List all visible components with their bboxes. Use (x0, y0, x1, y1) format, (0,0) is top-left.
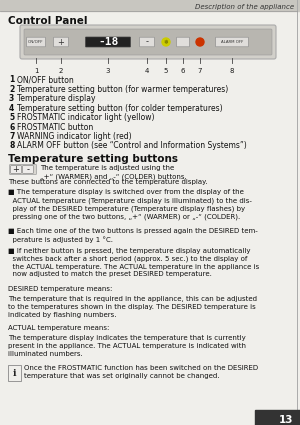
FancyBboxPatch shape (10, 164, 36, 174)
Text: 2: 2 (59, 68, 63, 74)
Text: ALARM OFF button (see “Control and Information Systems”): ALARM OFF button (see “Control and Infor… (17, 142, 247, 150)
Text: ■ If neither button is pressed, the temperature display automatically
  switches: ■ If neither button is pressed, the temp… (8, 248, 259, 278)
Circle shape (162, 38, 170, 46)
Text: -18: -18 (98, 37, 118, 47)
FancyBboxPatch shape (85, 37, 130, 47)
FancyBboxPatch shape (11, 166, 21, 173)
Text: DESIRED temperature means:: DESIRED temperature means: (8, 286, 112, 292)
Text: WARNING indicator light (red): WARNING indicator light (red) (17, 132, 132, 141)
Text: 5: 5 (164, 68, 168, 74)
Text: -: - (146, 37, 148, 46)
Text: -: - (26, 165, 29, 174)
Text: ON/OFF: ON/OFF (28, 40, 44, 44)
Text: 8: 8 (9, 142, 14, 150)
Text: 7: 7 (9, 132, 14, 141)
Bar (8, 365, 21, 381)
FancyBboxPatch shape (140, 37, 154, 47)
Text: 3: 3 (9, 94, 14, 103)
FancyBboxPatch shape (54, 37, 68, 47)
Text: Description of the appliance: Description of the appliance (195, 3, 294, 9)
Text: Once the FROSTMATIC function has been switched on the DESIRED
temperature that w: Once the FROSTMATIC function has been sw… (24, 365, 258, 379)
Text: 7: 7 (198, 68, 202, 74)
Bar (255, 410, 300, 425)
Text: FROSTMATIC indicator light (yellow): FROSTMATIC indicator light (yellow) (17, 113, 154, 122)
FancyBboxPatch shape (216, 37, 248, 47)
Text: ■ Each time one of the two buttons is pressed again the DESIRED tem-
  perature : ■ Each time one of the two buttons is pr… (8, 228, 258, 243)
FancyBboxPatch shape (177, 37, 189, 47)
Text: 1: 1 (9, 75, 14, 84)
Text: ALARM OFF: ALARM OFF (221, 40, 243, 44)
Text: Control Panel: Control Panel (8, 16, 88, 26)
FancyBboxPatch shape (23, 166, 33, 173)
Bar (0, 0, 300, 11)
Text: 6: 6 (9, 122, 14, 131)
Text: 2: 2 (9, 85, 14, 94)
Text: 6: 6 (181, 68, 185, 74)
Text: These buttons are connected to the temperature display.: These buttons are connected to the tempe… (8, 179, 208, 185)
Text: +: + (13, 165, 20, 174)
Text: ACTUAL temperature means:: ACTUAL temperature means: (8, 325, 109, 331)
Text: 3: 3 (106, 68, 110, 74)
Text: The temperature is adjusted using the
„+“ (WARMER) and „-“ (COLDER) buttons.: The temperature is adjusted using the „+… (40, 165, 187, 179)
Text: Temperature setting button (for colder temperatures): Temperature setting button (for colder t… (17, 104, 223, 113)
Text: Temperature setting buttons: Temperature setting buttons (8, 154, 178, 164)
Text: 4: 4 (9, 104, 14, 113)
Text: 1: 1 (34, 68, 38, 74)
Text: The temperature that is required in the appliance, this can be adjusted
to the t: The temperature that is required in the … (8, 296, 257, 317)
FancyBboxPatch shape (24, 29, 272, 55)
Text: ■ The temperature display is switched over from the display of the
  ACTUAL temp: ■ The temperature display is switched ov… (8, 190, 252, 220)
Text: 8: 8 (230, 68, 234, 74)
Text: i: i (13, 368, 16, 378)
FancyBboxPatch shape (20, 25, 276, 59)
Text: Temperature display: Temperature display (17, 94, 95, 103)
FancyBboxPatch shape (27, 37, 45, 47)
Text: FROSTMATIC button: FROSTMATIC button (17, 122, 93, 131)
Text: Temperature setting button (for warmer temperatures): Temperature setting button (for warmer t… (17, 85, 228, 94)
Text: +: + (58, 37, 64, 46)
Text: The temperature display indicates the temperature that is currently
present in t: The temperature display indicates the te… (8, 335, 246, 357)
Text: 13: 13 (278, 415, 293, 425)
Text: 5: 5 (9, 113, 14, 122)
Text: 4: 4 (145, 68, 149, 74)
Circle shape (196, 38, 204, 46)
Text: ON/OFF button: ON/OFF button (17, 75, 74, 84)
Text: ❅: ❅ (164, 40, 168, 45)
